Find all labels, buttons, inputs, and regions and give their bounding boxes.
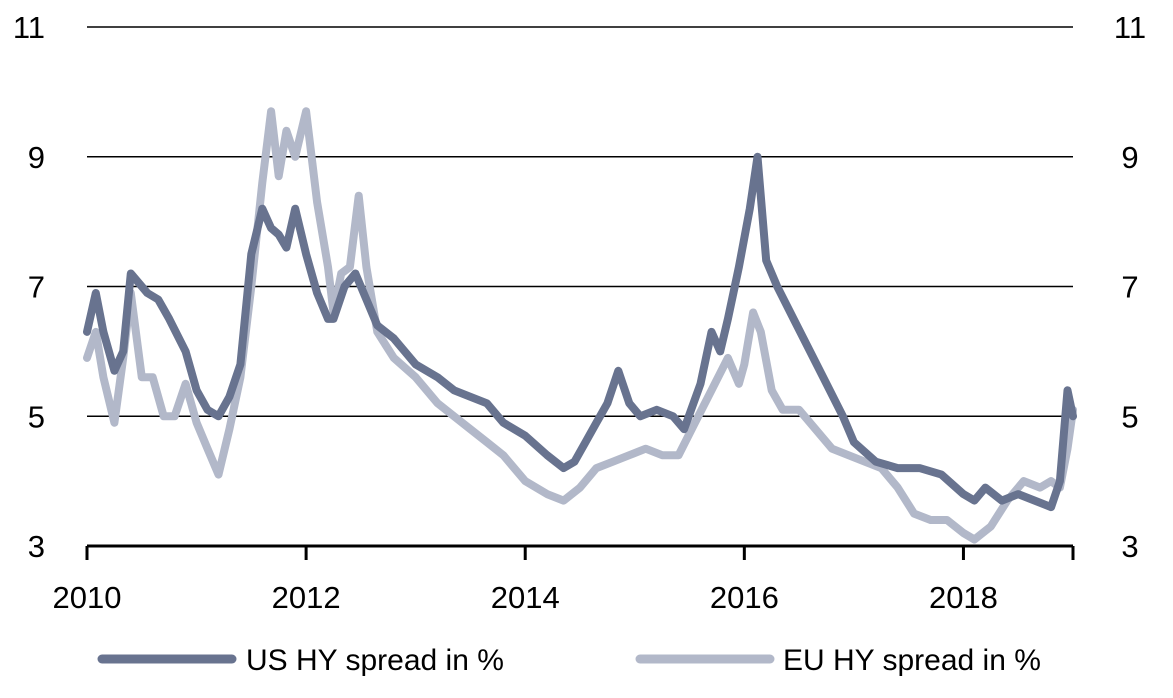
- y-tick-label-left: 7: [28, 270, 45, 305]
- gridlines: [87, 26, 1073, 418]
- x-tick-label-2012: 2012: [272, 580, 341, 615]
- legend-label-us-hy: US HY spread in %: [246, 644, 504, 677]
- y-tick-label-right: 7: [1121, 270, 1138, 305]
- x-tick-label-2018: 2018: [929, 580, 998, 615]
- legend-label-eu-hy: EU HY spread in %: [783, 644, 1041, 677]
- series-lines: [83, 107, 1077, 544]
- y-tick-label-right: 11: [1114, 10, 1146, 45]
- series-line-us-hy: [83, 152, 1077, 512]
- series-line-eu-hy: [83, 107, 1077, 544]
- y-tick-label-right: 9: [1121, 140, 1138, 175]
- y-tick-label-left: 3: [28, 529, 45, 564]
- y-tick-label-left: 11: [13, 10, 45, 45]
- y-tick-label-left: 9: [28, 140, 45, 175]
- tick-labels: 3 3 5 5 7 7 9 9 11 11 2010 2012 2014 2016 2018: [13, 10, 1146, 615]
- y-tick-label-left: 5: [28, 399, 45, 434]
- x-axis: [85, 544, 1075, 560]
- y-tick-label-right: 3: [1121, 529, 1138, 564]
- legend: US HY spread in % EU HY spread in %: [97, 644, 1041, 677]
- y-tick-label-right: 5: [1121, 399, 1138, 434]
- x-tick-label-2016: 2016: [710, 580, 779, 615]
- x-tick-label-2010: 2010: [53, 580, 122, 615]
- x-tick-label-2014: 2014: [491, 580, 560, 615]
